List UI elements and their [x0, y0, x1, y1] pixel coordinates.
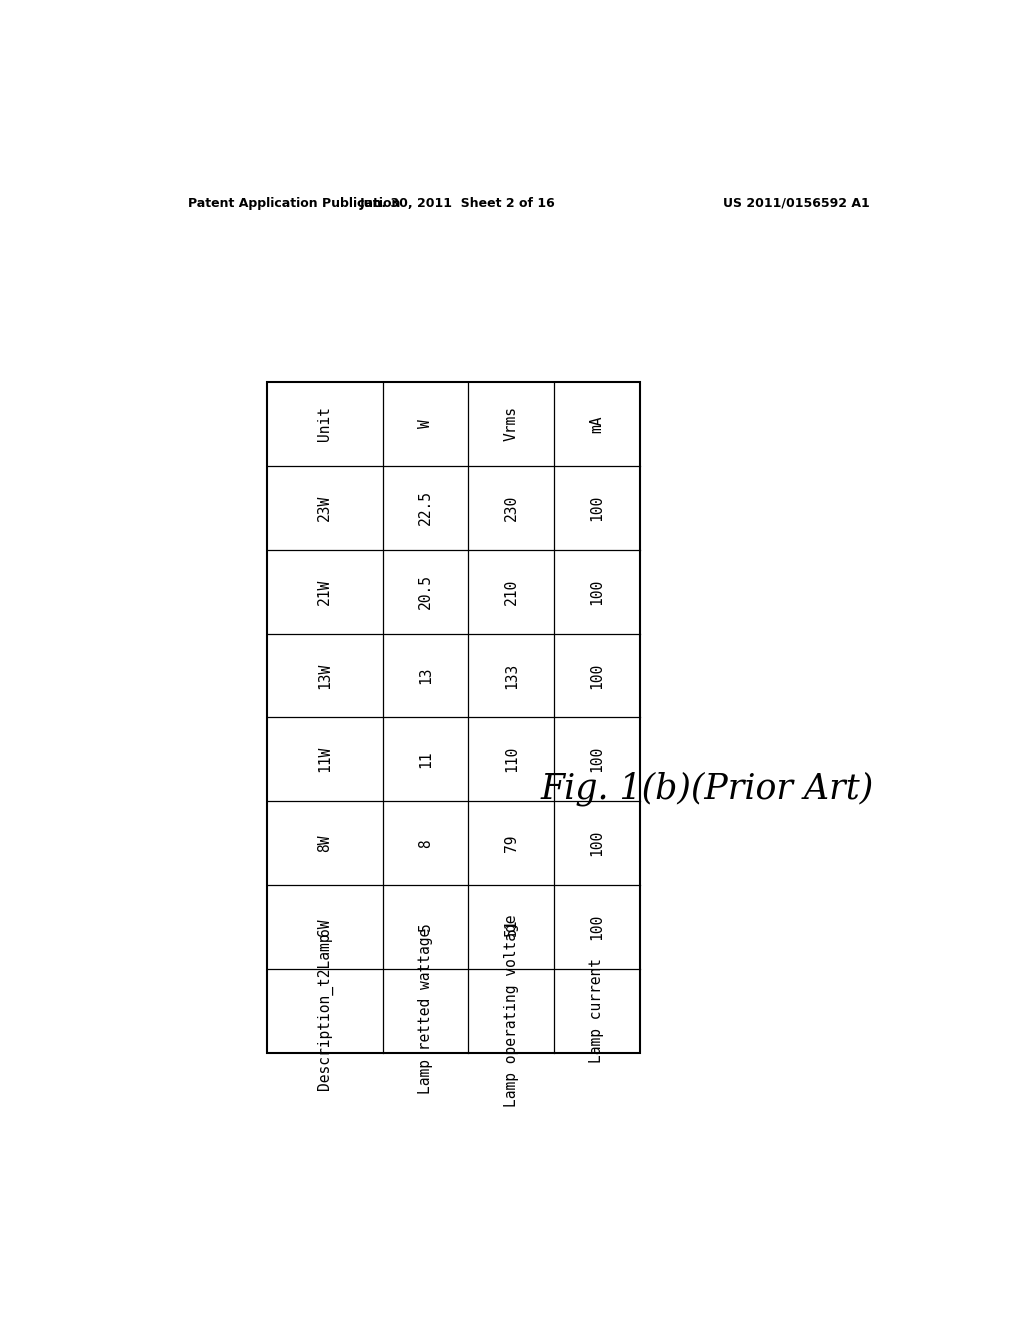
Text: 100: 100: [590, 913, 604, 940]
Text: 100: 100: [590, 746, 604, 772]
Text: 100: 100: [590, 663, 604, 689]
Text: 11: 11: [418, 751, 433, 768]
Text: 13: 13: [418, 667, 433, 684]
Text: Unit: Unit: [317, 407, 332, 441]
Text: 100: 100: [590, 578, 604, 605]
Text: 23W: 23W: [317, 495, 332, 521]
Text: Description_t2Lamp: Description_t2Lamp: [316, 932, 333, 1089]
Text: 230: 230: [504, 495, 519, 521]
Text: 79: 79: [504, 834, 519, 851]
Text: Vrms: Vrms: [504, 407, 519, 441]
Text: 22.5: 22.5: [418, 490, 433, 525]
Text: 100: 100: [590, 495, 604, 521]
Text: W: W: [418, 420, 433, 428]
Text: 8: 8: [418, 838, 433, 847]
Text: 133: 133: [504, 663, 519, 689]
Text: Lamp operating voltage: Lamp operating voltage: [504, 915, 519, 1107]
Text: 8W: 8W: [317, 834, 332, 851]
Text: 6W: 6W: [317, 919, 332, 936]
Bar: [267, 381, 640, 1053]
Text: Fig. 1(b)(Prior Art): Fig. 1(b)(Prior Art): [541, 771, 873, 805]
Text: 100: 100: [590, 830, 604, 857]
Text: Jun. 30, 2011  Sheet 2 of 16: Jun. 30, 2011 Sheet 2 of 16: [359, 197, 555, 210]
Text: Patent Application Publication: Patent Application Publication: [187, 197, 400, 210]
Text: 21W: 21W: [317, 578, 332, 605]
Text: 20.5: 20.5: [418, 574, 433, 609]
Text: Lamp current: Lamp current: [590, 958, 604, 1064]
Text: 13W: 13W: [317, 663, 332, 689]
Text: 5: 5: [418, 923, 433, 932]
Text: 210: 210: [504, 578, 519, 605]
Text: 11W: 11W: [317, 746, 332, 772]
Text: mA: mA: [590, 416, 604, 433]
Text: Lamp retted wattage: Lamp retted wattage: [418, 928, 433, 1094]
Text: 51: 51: [504, 919, 519, 936]
Text: 110: 110: [504, 746, 519, 772]
Text: US 2011/0156592 A1: US 2011/0156592 A1: [723, 197, 870, 210]
